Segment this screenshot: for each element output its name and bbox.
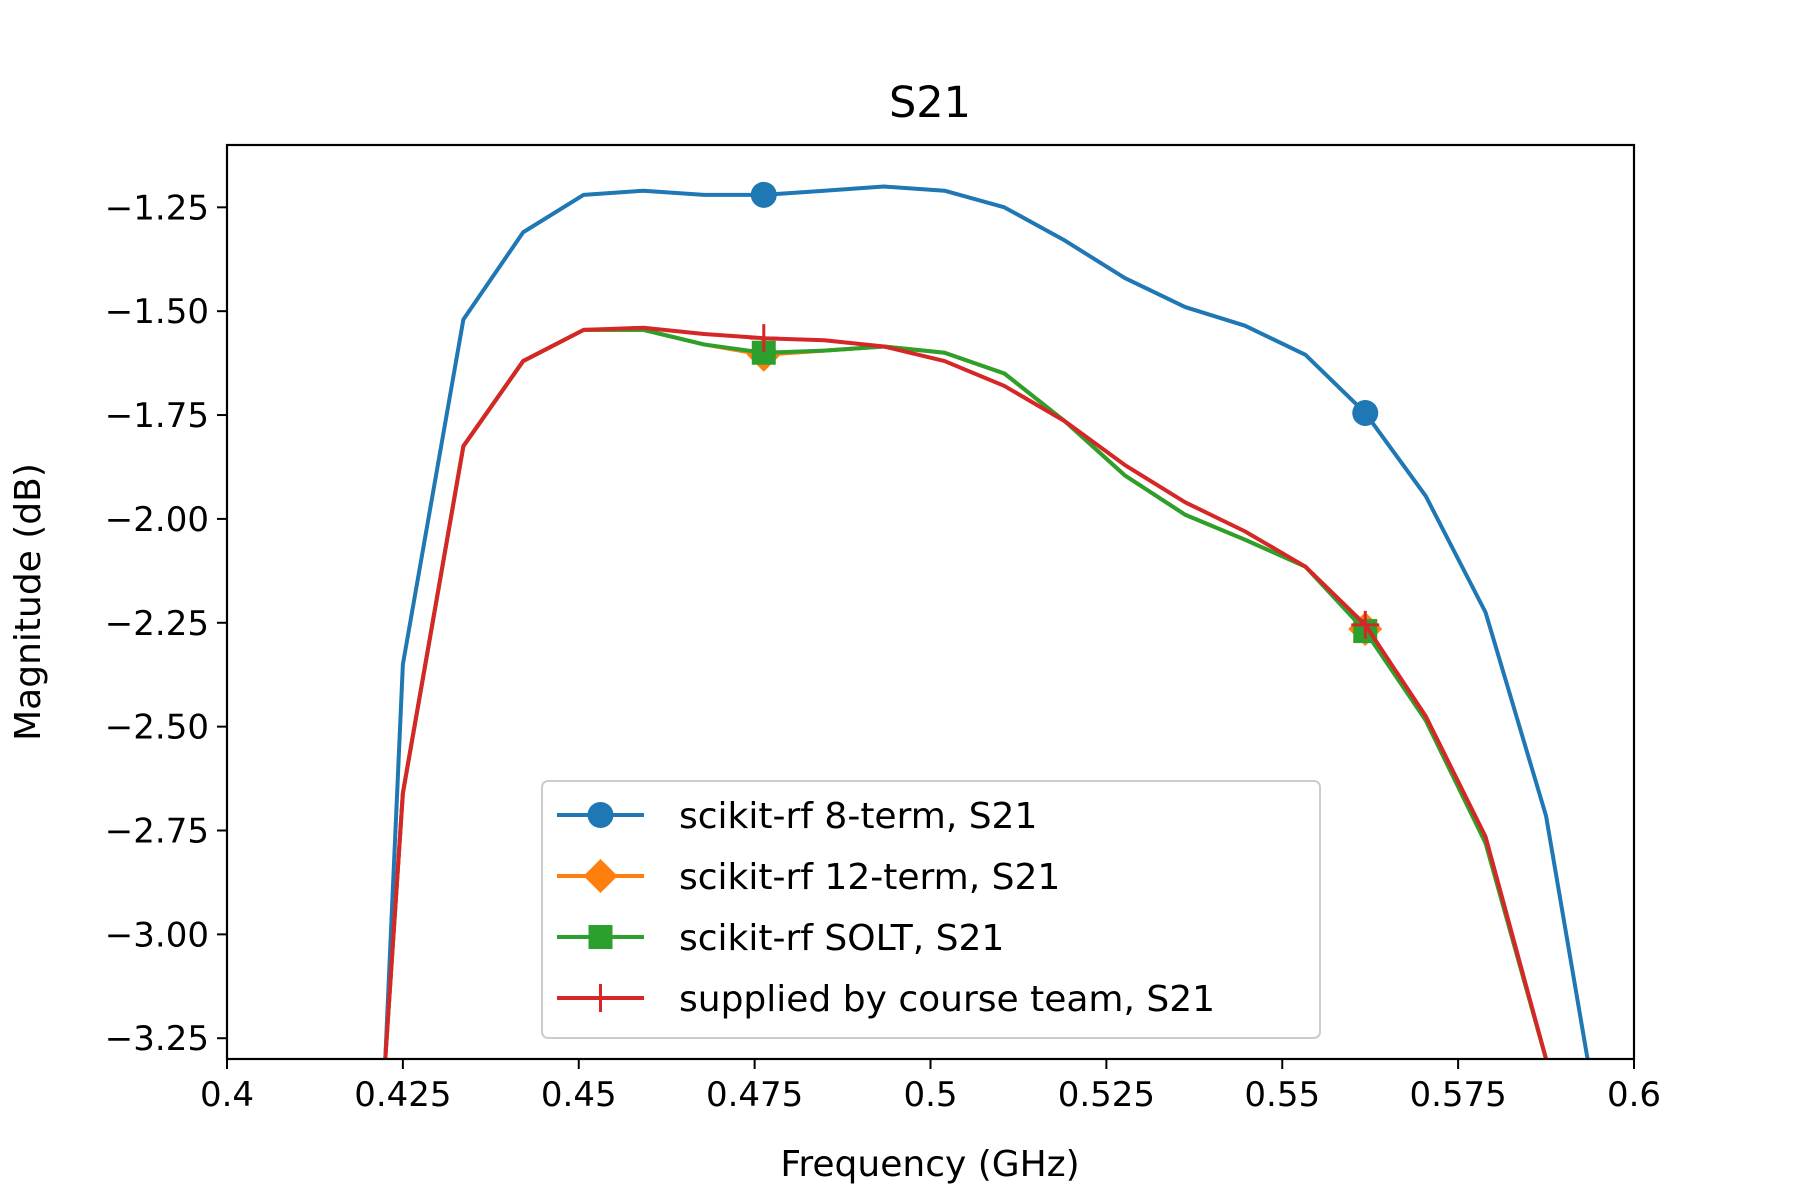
legend-swatch-marker xyxy=(583,859,618,893)
y-axis-label: Magnitude (dB) xyxy=(8,463,49,741)
legend-label: scikit-rf 8-term, S21 xyxy=(679,796,1037,837)
y-tick-label: −1.50 xyxy=(105,292,209,332)
legend: scikit-rf 8-term, S21 scikit-rf 12-term, … xyxy=(541,780,1321,1039)
scikit-rf-8-term-s21-marker xyxy=(1352,399,1379,426)
series-scikit-rf-8-term-s21 xyxy=(383,181,1590,1059)
legend-swatch-marker xyxy=(588,925,613,949)
x-tick-label: 0.475 xyxy=(706,1075,803,1115)
scikit-rf-8-term-s21-marker xyxy=(750,181,777,208)
x-tick-label: 0.525 xyxy=(1058,1075,1155,1115)
y-axis-ticks: −1.25 −1.50 −1.75 −2.00 −2.25 −2.50 −2.75 −3.00… xyxy=(105,188,227,1059)
x-tick-label: 0.425 xyxy=(354,1075,451,1115)
x-axis-ticks: 0.4 0.425 0.45 0.475 0.5 0.525 0.55 0.575 0.6 xyxy=(200,1059,1661,1115)
supplied-by-course-team-s21-marker xyxy=(1351,610,1380,639)
x-tick-label: 0.5 xyxy=(903,1075,957,1115)
chart-title: S21 xyxy=(889,78,971,128)
x-tick-label: 0.575 xyxy=(1409,1075,1506,1115)
y-tick-label: −1.25 xyxy=(105,188,209,228)
series-supplied-by-course-team-s21 xyxy=(383,324,1549,1059)
legend-label: scikit-rf 12-term, S21 xyxy=(679,857,1060,898)
series-layer xyxy=(383,181,1590,1059)
x-tick-label: 0.45 xyxy=(541,1075,617,1115)
legend-frame xyxy=(541,780,1321,1039)
y-tick-label: −2.00 xyxy=(105,500,209,540)
legend-label: supplied by course team, S21 xyxy=(679,979,1215,1020)
y-tick-label: −2.25 xyxy=(105,604,209,644)
legend-swatch-marker xyxy=(587,802,614,828)
y-tick-label: −3.00 xyxy=(105,915,209,955)
x-tick-label: 0.55 xyxy=(1244,1075,1320,1115)
y-tick-label: −2.50 xyxy=(105,708,209,748)
y-tick-label: −2.75 xyxy=(105,812,209,852)
y-tick-label: −3.25 xyxy=(105,1019,209,1059)
legend-item-scikit-rf-8-term-s21: scikit-rf 8-term, S21 xyxy=(557,796,1037,837)
legend-item-scikit-rf-solt-s21: scikit-rf SOLT, S21 xyxy=(557,918,1004,959)
legend-item-supplied-by-course-team-s21: supplied by course team, S21 xyxy=(557,979,1215,1020)
x-tick-label: 0.4 xyxy=(200,1075,254,1115)
supplied-by-course-team-s21-line xyxy=(383,325,1549,1059)
legend-label: scikit-rf SOLT, S21 xyxy=(679,918,1004,959)
y-tick-label: −1.75 xyxy=(105,396,209,436)
x-tick-label: 0.6 xyxy=(1607,1075,1661,1115)
supplied-by-course-team-s21-marker xyxy=(749,324,778,353)
scikit-rf-8-term-s21-line xyxy=(383,184,1590,1059)
legend-item-scikit-rf-12-term-s21: scikit-rf 12-term, S21 xyxy=(557,857,1060,898)
legend-swatch-marker xyxy=(586,984,615,1012)
x-axis-label: Frequency (GHz) xyxy=(780,1144,1079,1185)
